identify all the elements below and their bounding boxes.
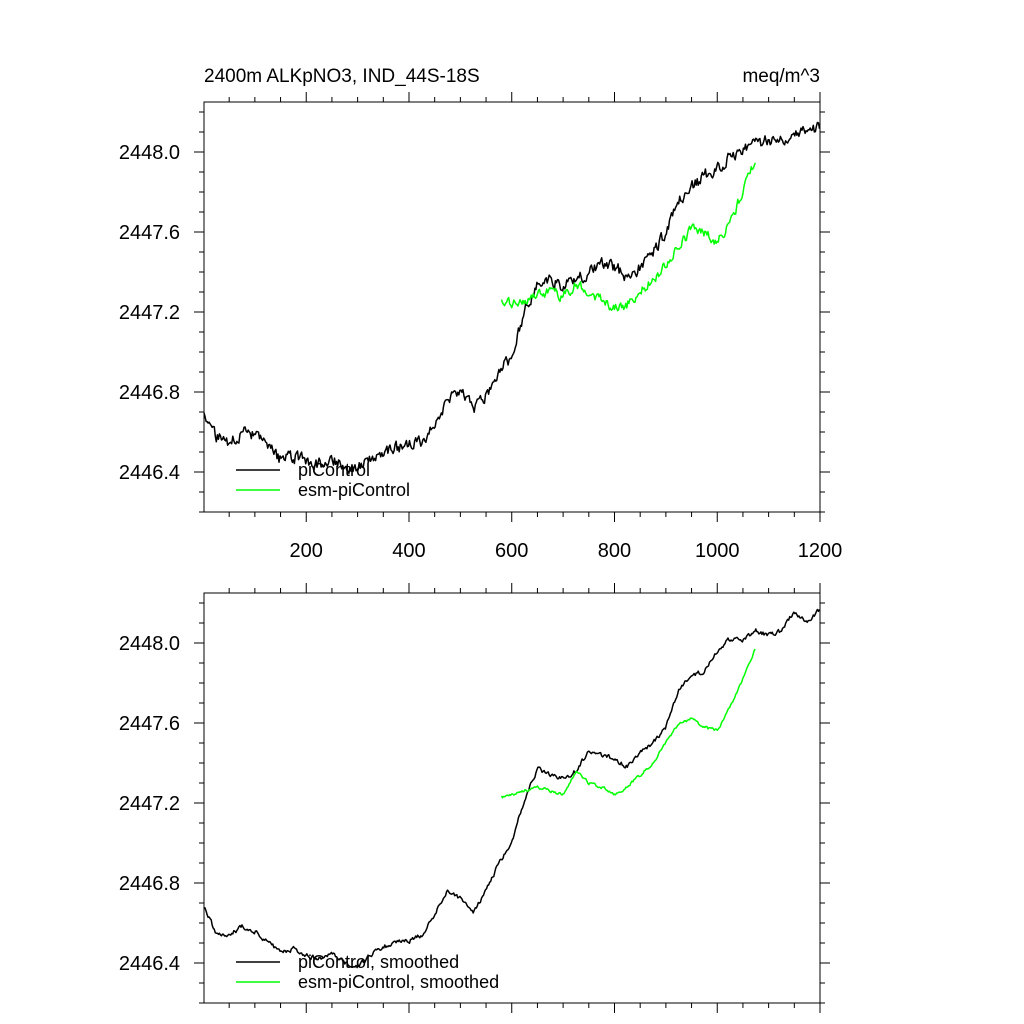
- series-line-esm-picontrol-smoothed: [500, 648, 756, 799]
- top-panel: 200 400 600 800 1000 1200 2446.4 2446.8 2447.2 24…: [119, 92, 842, 562]
- bottom-axis-ticks: 2446.4 2446.8 2447.2 2447.6 2448.0: [119, 583, 830, 1013]
- series-line-picontrol: [203, 121, 821, 475]
- top-series-group: [203, 121, 821, 475]
- y-tick-label: 2446.8: [119, 873, 180, 895]
- y-tick-label: 2447.2: [119, 793, 180, 815]
- y-tick-label: 2448.0: [119, 142, 180, 164]
- x-tick-label: 200: [290, 540, 323, 562]
- y-tick-label: 2446.4: [119, 953, 180, 975]
- x-tick-label: 600: [495, 540, 528, 562]
- legend-label-esm-picontrol-smoothed: esm-piControl, smoothed: [298, 972, 499, 992]
- bottom-series-group: [203, 608, 821, 969]
- y-tick-label: 2447.6: [119, 222, 180, 244]
- legend-label-picontrol: piControl: [298, 460, 370, 480]
- bottom-panel: 2446.4 2446.8 2447.2 2447.6 2448.0 piControl…: [119, 583, 830, 1013]
- series-line-esm-picontrol: [500, 162, 756, 312]
- top-axis-ticks: 200 400 600 800 1000 1200 2446.4 2446.8 2447.2 24…: [119, 92, 842, 562]
- x-tick-label: 1000: [695, 540, 740, 562]
- legend-label-esm-picontrol: esm-piControl: [298, 480, 410, 500]
- legend-label-picontrol-smoothed: piControl, smoothed: [298, 952, 459, 972]
- series-line-picontrol-smoothed: [203, 608, 821, 969]
- y-tick-label: 2446.8: [119, 382, 180, 404]
- bottom-plot-frame: [203, 592, 821, 1004]
- bottom-legend: piControl, smoothed esm-piControl, smoot…: [236, 952, 499, 992]
- x-tick-label: 400: [392, 540, 425, 562]
- chart-title: 2400m ALKpNO3, IND_44S-18S: [204, 66, 480, 87]
- y-tick-label: 2447.6: [119, 713, 180, 735]
- x-tick-label: 1200: [798, 540, 843, 562]
- units-label: meq/m^3: [742, 66, 820, 87]
- top-legend: piControl esm-piControl: [236, 460, 410, 500]
- x-tick-label: 800: [598, 540, 631, 562]
- y-tick-label: 2448.0: [119, 633, 180, 655]
- y-tick-label: 2447.2: [119, 302, 180, 324]
- y-tick-label: 2446.4: [119, 462, 180, 484]
